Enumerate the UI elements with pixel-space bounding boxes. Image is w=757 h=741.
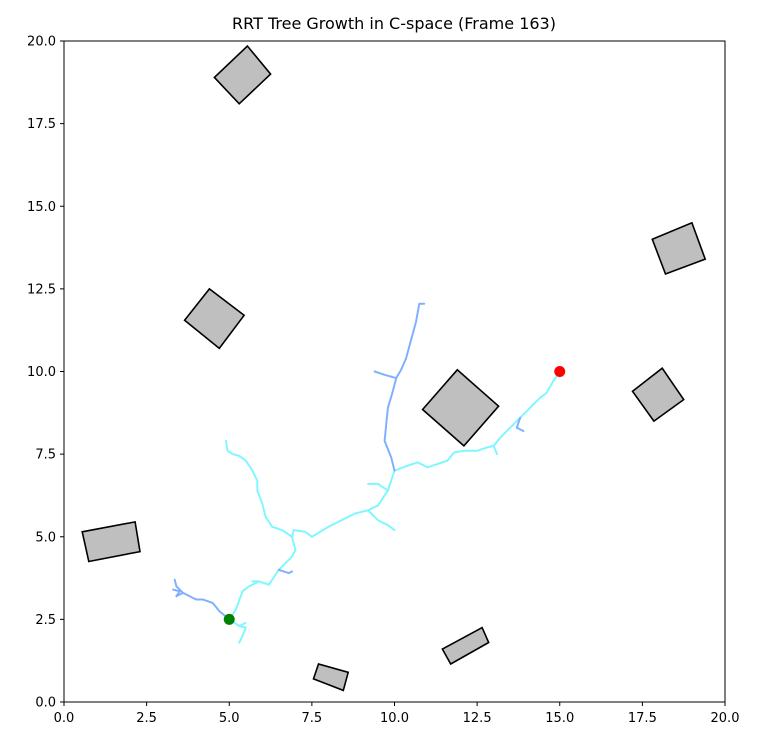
y-tick-label: 0.0 — [35, 696, 56, 711]
tree-branch-1 — [228, 618, 247, 644]
x-tick-label: 10.0 — [380, 711, 409, 726]
tree-branch-6 — [228, 370, 561, 621]
tree-branch-14 — [277, 568, 293, 575]
markers-layer — [223, 366, 566, 625]
tree-branch-12 — [373, 370, 398, 380]
tree-branch-2 — [238, 621, 247, 627]
tree-branch-5 — [172, 588, 181, 598]
plot-frame — [63, 40, 726, 703]
x-tick-label: 0.0 — [54, 711, 75, 726]
y-tick-label: 20.0 — [27, 35, 56, 50]
y-tick-label: 15.0 — [27, 200, 56, 215]
obstacle-7 — [441, 626, 490, 666]
obstacle-3 — [651, 221, 707, 276]
tree-branch-10 — [367, 482, 389, 492]
tree-branch-3 — [175, 591, 231, 621]
x-tick-label: 17.5 — [628, 711, 657, 726]
x-axis: 0.0 2.5 5.0 7.5 10.0 12.5 15.0 17.5 20.0 — [54, 702, 740, 726]
obstacle-5 — [421, 368, 500, 448]
rrt-tree-layer — [172, 302, 561, 644]
y-tick-label: 10.0 — [27, 365, 56, 380]
obstacles-layer — [81, 44, 707, 692]
goal-point — [554, 366, 566, 377]
obstacle-2 — [183, 287, 246, 350]
x-tick-label: 12.5 — [463, 711, 492, 726]
x-tick-label: 2.5 — [136, 711, 157, 726]
y-tick-label: 17.5 — [27, 117, 56, 132]
chart-title: RRT Tree Growth in C-space (Frame 163) — [232, 14, 556, 33]
tree-branch-9 — [367, 509, 396, 532]
y-axis: 0.0 2.5 5.0 7.5 10.0 12.5 15.0 17.5 20.0 — [27, 35, 64, 711]
obstacle-6 — [81, 520, 141, 563]
y-tick-label: 5.0 — [35, 530, 56, 545]
start-point — [223, 613, 235, 625]
tree-branch-8 — [492, 444, 498, 456]
tree-branch-13 — [224, 439, 293, 538]
obstacle-1 — [213, 44, 272, 105]
x-tick-label: 5.0 — [219, 711, 240, 726]
y-tick-label: 12.5 — [27, 282, 56, 297]
x-tick-label: 15.0 — [545, 711, 574, 726]
tree-branch-11 — [383, 302, 426, 472]
tree-branch-7 — [515, 416, 525, 432]
y-tick-label: 2.5 — [35, 613, 56, 628]
obstacle-4 — [631, 367, 685, 423]
x-tick-label: 20.0 — [711, 711, 740, 726]
tree-branch-4 — [173, 578, 184, 594]
y-tick-label: 7.5 — [35, 448, 56, 463]
x-tick-label: 7.5 — [302, 711, 323, 726]
obstacle-8 — [312, 663, 350, 692]
